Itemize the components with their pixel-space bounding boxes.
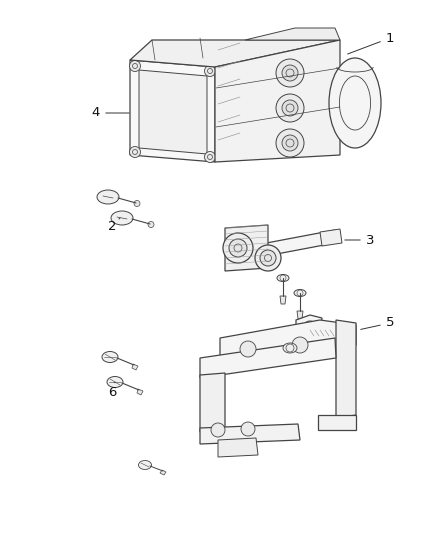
Ellipse shape bbox=[223, 233, 253, 263]
Ellipse shape bbox=[111, 211, 133, 225]
Text: 5: 5 bbox=[361, 317, 394, 329]
Polygon shape bbox=[240, 230, 340, 260]
Polygon shape bbox=[139, 70, 207, 154]
Polygon shape bbox=[137, 389, 143, 395]
Circle shape bbox=[148, 222, 154, 228]
Polygon shape bbox=[297, 311, 303, 319]
Ellipse shape bbox=[260, 250, 276, 266]
Circle shape bbox=[276, 129, 304, 157]
Circle shape bbox=[276, 94, 304, 122]
Circle shape bbox=[130, 61, 141, 71]
Circle shape bbox=[303, 321, 317, 335]
Text: 4: 4 bbox=[92, 107, 129, 119]
Text: 6: 6 bbox=[108, 382, 116, 399]
Polygon shape bbox=[320, 229, 342, 246]
Polygon shape bbox=[245, 28, 340, 40]
Polygon shape bbox=[280, 296, 286, 304]
Circle shape bbox=[282, 100, 298, 116]
Ellipse shape bbox=[277, 274, 289, 281]
Polygon shape bbox=[215, 40, 340, 162]
Polygon shape bbox=[200, 424, 300, 444]
Circle shape bbox=[205, 151, 215, 163]
Circle shape bbox=[134, 200, 140, 206]
Circle shape bbox=[211, 423, 225, 437]
Ellipse shape bbox=[97, 190, 119, 204]
Circle shape bbox=[205, 66, 215, 77]
Circle shape bbox=[130, 147, 141, 157]
Ellipse shape bbox=[329, 58, 381, 148]
Polygon shape bbox=[130, 60, 215, 162]
Polygon shape bbox=[218, 438, 258, 457]
Text: 2: 2 bbox=[108, 218, 120, 232]
Text: 3: 3 bbox=[345, 233, 374, 246]
Polygon shape bbox=[296, 315, 322, 338]
Polygon shape bbox=[130, 40, 340, 67]
Polygon shape bbox=[200, 373, 225, 432]
Ellipse shape bbox=[138, 461, 152, 470]
Circle shape bbox=[292, 337, 308, 353]
Polygon shape bbox=[132, 364, 138, 370]
Circle shape bbox=[282, 135, 298, 151]
Ellipse shape bbox=[255, 245, 281, 271]
Polygon shape bbox=[220, 320, 356, 360]
Ellipse shape bbox=[283, 343, 297, 353]
Ellipse shape bbox=[229, 239, 247, 257]
Polygon shape bbox=[225, 225, 268, 271]
Polygon shape bbox=[336, 320, 356, 418]
Polygon shape bbox=[160, 470, 166, 475]
Circle shape bbox=[276, 59, 304, 87]
Ellipse shape bbox=[294, 289, 306, 296]
Ellipse shape bbox=[102, 351, 118, 362]
Circle shape bbox=[240, 341, 256, 357]
Polygon shape bbox=[318, 415, 356, 430]
Text: 1: 1 bbox=[348, 31, 394, 54]
Ellipse shape bbox=[107, 376, 123, 387]
Circle shape bbox=[241, 422, 255, 436]
Circle shape bbox=[282, 65, 298, 81]
Polygon shape bbox=[200, 338, 336, 378]
